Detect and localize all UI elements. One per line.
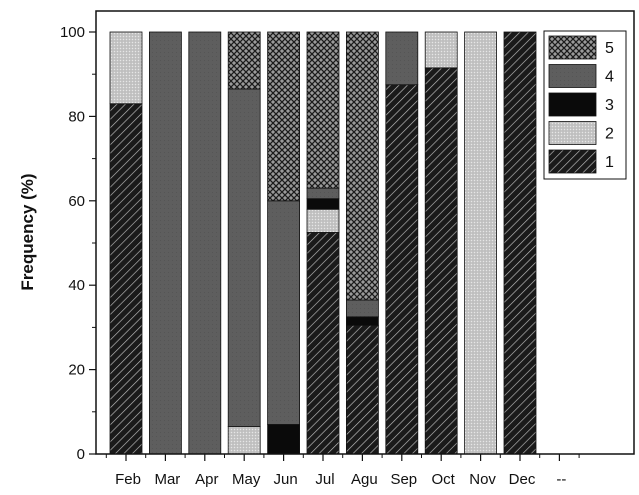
y-axis: 0 20 40 60 80 100 — [60, 24, 96, 463]
x-tick-label: Sep — [390, 471, 417, 488]
bar-segment-nov-series-2 — [464, 31, 498, 455]
bar-segment-jun-series-3 — [267, 424, 301, 455]
legend-label-2: 2 — [605, 126, 614, 143]
y-tick-label: 0 — [77, 446, 85, 463]
bar-segment-jul-series-1 — [306, 232, 340, 455]
legend: 5 4 3 2 1 — [543, 30, 627, 180]
bar-segment-jul-series-3 — [306, 198, 340, 210]
legend-label-5: 5 — [605, 40, 614, 57]
bar-segment-oct-series-2 — [424, 31, 458, 69]
bar-segment-oct-series-1 — [424, 67, 458, 455]
legend-swatch-5 — [548, 35, 597, 60]
plot-frame — [95, 10, 635, 455]
bar-segment-apr-series-4 — [188, 31, 222, 455]
x-tick-label: May — [232, 471, 261, 488]
y-axis-title: Frequency (%) — [18, 173, 37, 290]
bar-segment-agu-series-4 — [345, 299, 379, 318]
bar-segment-may-series-4 — [227, 88, 261, 427]
x-tick-label: Feb — [115, 471, 141, 488]
bar-segment-jun-series-4 — [267, 200, 301, 425]
bar-segment-jul-series-4 — [306, 187, 340, 200]
bar-segment-jul-series-5 — [306, 31, 340, 189]
x-tick-label: Nov — [469, 471, 496, 488]
legend-swatch-4 — [548, 64, 597, 88]
y-tick-label: 40 — [68, 277, 85, 294]
x-tick-label: Agu — [351, 471, 378, 488]
legend-label-4: 4 — [605, 69, 614, 86]
x-tick-label: Oct — [432, 471, 456, 488]
bar-segment-jul-series-2 — [306, 208, 340, 233]
y-tick-label: 60 — [68, 193, 85, 210]
x-tick-label: Jun — [274, 471, 298, 488]
bar-segment-jun-series-5 — [267, 31, 301, 202]
bar-segments — [109, 31, 537, 455]
bar-segment-agu-series-1 — [345, 324, 379, 455]
legend-swatch-3 — [548, 92, 597, 117]
x-tick-label: Apr — [195, 471, 218, 488]
bar-segment-sep-series-4 — [385, 31, 419, 86]
bar-segment-agu-series-5 — [345, 31, 379, 301]
x-tick-label: Mar — [154, 471, 180, 488]
y-tick-label: 100 — [60, 24, 85, 41]
x-tick-label: -- — [556, 471, 566, 488]
bar-segment-sep-series-1 — [385, 84, 419, 455]
x-tick-label: Jul — [315, 471, 334, 488]
y-tick-label: 80 — [68, 108, 85, 125]
bar-segment-feb-series-1 — [109, 103, 143, 455]
bar-segment-dec-series-1 — [503, 31, 537, 455]
legend-swatch-2 — [548, 121, 597, 145]
y-tick-label: 20 — [68, 362, 85, 379]
x-axis: Feb Mar Apr May Jun Jul Agu Sep Oct Nov Dec -- — [105, 454, 580, 488]
bar-segment-agu-series-3 — [345, 316, 379, 326]
bar-segment-feb-series-2 — [109, 31, 143, 105]
bar-segment-may-series-5 — [227, 31, 261, 90]
bar-segment-may-series-2 — [227, 426, 261, 455]
bar-segment-mar-series-4 — [148, 31, 182, 455]
x-tick-label: Dec — [509, 471, 536, 488]
legend-label-3: 3 — [605, 97, 614, 114]
legend-swatch-1 — [548, 149, 597, 174]
legend-label-1: 1 — [605, 154, 614, 171]
